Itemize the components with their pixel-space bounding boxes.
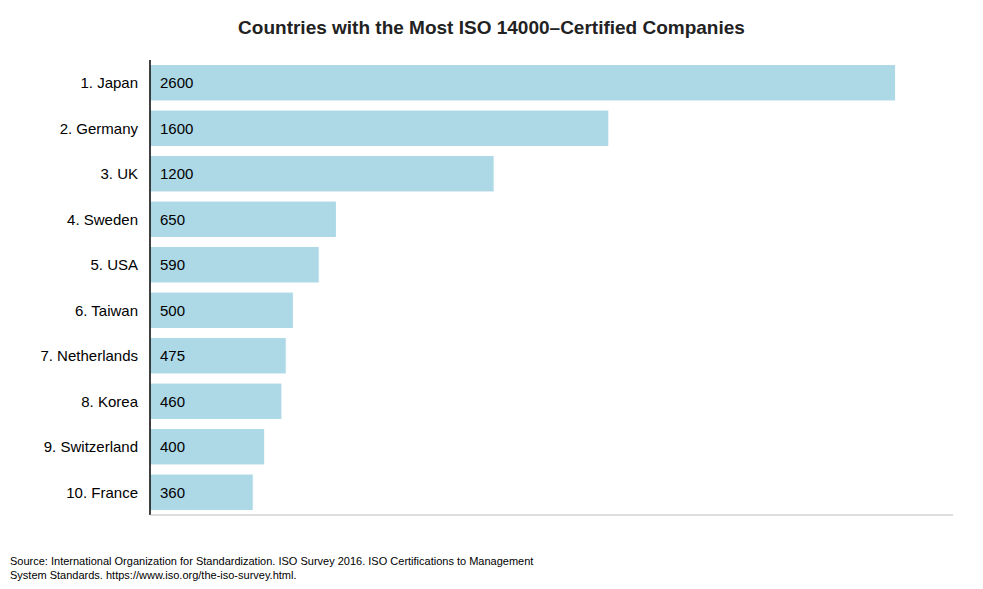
category-label: 4. Sweden (67, 211, 138, 228)
chart: Countries with the Most ISO 14000–Certif… (0, 0, 983, 589)
data-label: 500 (160, 302, 185, 319)
bar (150, 156, 494, 192)
bar (150, 65, 896, 101)
x-axis-line (150, 515, 953, 516)
source-note: Source: International Organization for S… (10, 555, 533, 581)
data-label: 360 (160, 484, 185, 501)
data-label: 400 (160, 438, 185, 455)
bars (150, 65, 896, 511)
category-label: 3. UK (100, 165, 138, 182)
category-label: 8. Korea (81, 393, 138, 410)
bar (150, 201, 336, 237)
title: Countries with the Most ISO 14000–Certif… (238, 17, 745, 38)
bar (150, 474, 253, 510)
y-axis-line (149, 60, 151, 515)
category-label: 1. Japan (80, 74, 138, 91)
data-label: 590 (160, 256, 185, 273)
data-label: 2600 (160, 74, 193, 91)
data-label: 1200 (160, 165, 193, 182)
category-label: 10. France (66, 484, 138, 501)
labels: 2600 1. Japan 1600 2. Germany 1200 3. UK 650 4.… (40, 74, 193, 501)
data-label: 460 (160, 393, 185, 410)
category-label: 2. Germany (60, 120, 139, 137)
data-label: 1600 (160, 120, 193, 137)
bar (150, 383, 282, 419)
data-label: 475 (160, 347, 185, 364)
bar (150, 338, 286, 374)
category-label: 6. Taiwan (75, 302, 138, 319)
category-label: 9. Switzerland (44, 438, 138, 455)
bar (150, 110, 609, 146)
bar (150, 429, 265, 465)
data-label: 650 (160, 211, 185, 228)
category-label: 7. Netherlands (40, 347, 138, 364)
category-label: 5. USA (90, 256, 138, 273)
bar (150, 292, 293, 328)
bar (150, 247, 319, 283)
